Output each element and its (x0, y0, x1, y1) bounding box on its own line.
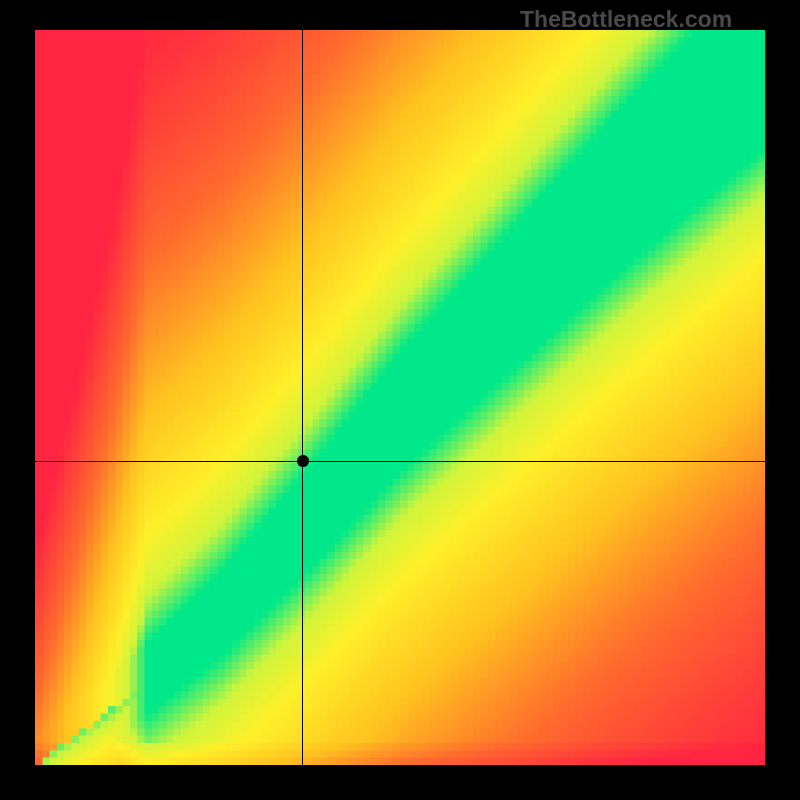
crosshair-vertical (302, 30, 303, 765)
marker-dot (297, 455, 309, 467)
heatmap-canvas (35, 30, 765, 765)
watermark-text: TheBottleneck.com (520, 6, 732, 33)
chart-frame (35, 30, 765, 765)
crosshair-horizontal (35, 461, 765, 462)
